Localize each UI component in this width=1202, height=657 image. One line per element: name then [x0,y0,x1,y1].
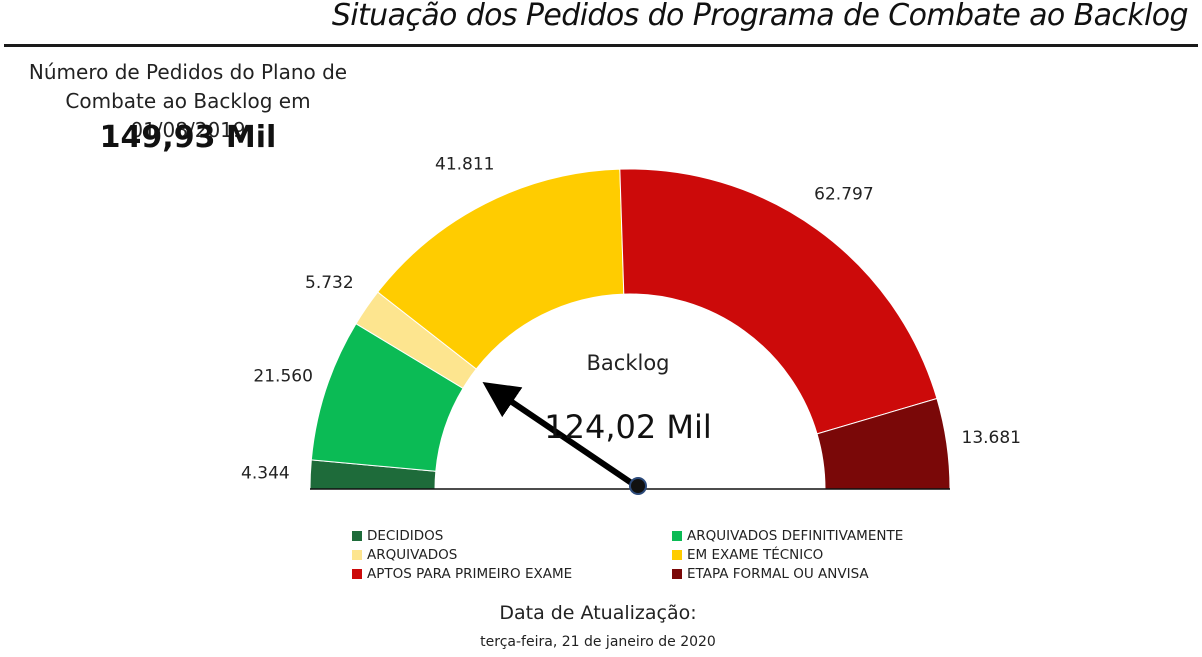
legend-item: ARQUIVADOS [352,547,672,563]
legend-swatch [672,531,682,541]
gauge-needle-hub [630,478,646,494]
legend-swatch [672,569,682,579]
gauge-chart: 4.344 21.560 5.732 41.811 62.797 13.681 Backl… [0,0,1202,600]
legend-label: ARQUIVADOS DEFINITIVAMENTE [687,528,903,544]
legend-item: APTOS PARA PRIMEIRO EXAME [352,566,672,582]
chart-legend: DECIDIDOS ARQUIVADOS DEFINITIVAMENTE ARQUI… [352,528,952,582]
legend-item: ARQUIVADOS DEFINITIVAMENTE [672,528,952,544]
update-date: terça-feira, 21 de janeiro de 2020 [428,634,768,650]
gauge-value-label: 5.732 [305,273,354,293]
legend-item: EM EXAME TÉCNICO [672,547,952,563]
legend-item: DECIDIDOS [352,528,672,544]
legend-label: APTOS PARA PRIMEIRO EXAME [367,566,572,582]
gauge-value-label: 21.560 [253,366,312,386]
legend-swatch [352,569,362,579]
legend-swatch [352,550,362,560]
gauge-segment [620,169,937,434]
legend-swatch [352,531,362,541]
legend-label: ETAPA FORMAL OU ANVISA [687,566,869,582]
update-label: Data de Atualização: [428,602,768,624]
gauge-value-label: 4.344 [241,463,290,483]
legend-label: DECIDIDOS [367,528,443,544]
gauge-value-label: 13.681 [962,428,1021,448]
gauge-needle-value: 124,02 Mil [544,408,712,446]
gauge-value-label: 41.811 [435,155,494,175]
legend-item: ETAPA FORMAL OU ANVISA [672,566,952,582]
legend-swatch [672,550,682,560]
gauge-center-label: Backlog [587,351,670,375]
gauge-value-label: 62.797 [814,184,873,204]
legend-label: EM EXAME TÉCNICO [687,547,823,563]
legend-label: ARQUIVADOS [367,547,457,563]
